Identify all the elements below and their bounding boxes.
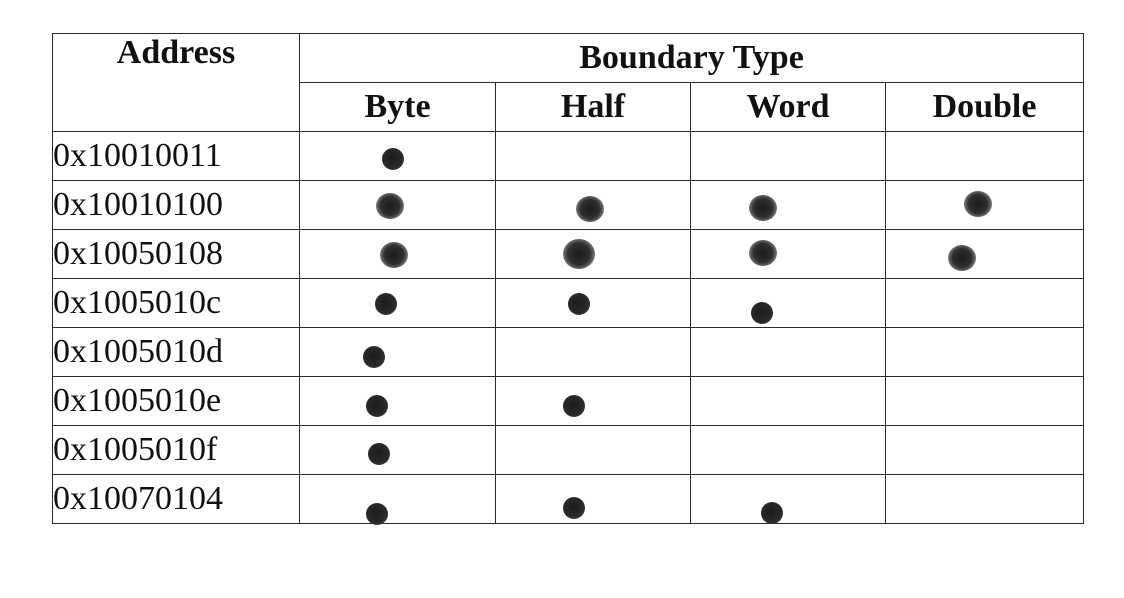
double-cell: [884, 180, 1085, 230]
column-header-word: Word: [690, 82, 886, 132]
double-cell: [884, 376, 1085, 426]
boundary-table: Address Boundary Type Byte Half Word Dou…: [52, 33, 1085, 525]
mark-dot: [363, 346, 385, 368]
word-cell: [690, 229, 886, 279]
double-cell: [884, 131, 1085, 181]
mark-dot: [366, 395, 388, 417]
mark-dot: [563, 497, 585, 519]
half-cell: [495, 425, 691, 475]
table-row: 0x10070104: [52, 474, 1085, 525]
mark-dot: [749, 195, 777, 221]
word-cell: [690, 474, 886, 524]
byte-cell: [299, 278, 496, 328]
word-cell: [690, 425, 886, 475]
word-cell: [690, 327, 886, 377]
table-row: 0x10010011: [52, 131, 1085, 181]
address-cell: 0x10010100: [52, 180, 300, 230]
address-cell: 0x10010011: [52, 131, 300, 181]
half-cell: [495, 327, 691, 377]
mark-dot: [376, 193, 404, 219]
table-row: 0x1005010f: [52, 425, 1085, 475]
address-cell: 0x1005010e: [52, 376, 300, 426]
address-cell: 0x10050108: [52, 229, 300, 279]
byte-cell: [299, 180, 496, 230]
mark-dot: [576, 196, 604, 222]
boundary-type-header: Boundary Type: [298, 33, 1085, 83]
byte-cell: [299, 474, 496, 525]
table-row: 0x1005010c: [52, 278, 1085, 328]
table-row: 0x1005010e: [52, 376, 1085, 426]
mark-dot: [366, 503, 388, 525]
word-cell: [690, 131, 886, 181]
byte-cell: [299, 229, 496, 279]
address-header: Address: [52, 33, 300, 132]
mark-dot: [382, 148, 404, 170]
half-cell: [495, 180, 691, 230]
address-cell: 0x1005010d: [52, 327, 300, 377]
double-cell: [884, 327, 1085, 377]
address-cell: 0x1005010c: [52, 278, 300, 328]
word-cell: [690, 278, 886, 328]
byte-cell: [299, 327, 496, 377]
word-cell: [690, 376, 886, 426]
column-header-byte: Byte: [299, 82, 496, 132]
mark-dot: [368, 443, 390, 465]
mark-dot: [948, 245, 976, 271]
half-cell: [495, 229, 691, 279]
word-cell: [690, 180, 886, 230]
mark-dot: [563, 239, 595, 269]
table-row: 0x10050108: [52, 229, 1085, 279]
column-header-double: Double: [884, 82, 1085, 132]
table-row: 0x10010100: [52, 180, 1085, 230]
double-cell: [884, 278, 1085, 328]
half-cell: [495, 278, 691, 328]
mark-dot: [563, 395, 585, 417]
double-cell: [884, 474, 1085, 524]
double-cell: [884, 425, 1085, 475]
byte-cell: [299, 376, 496, 426]
half-cell: [495, 376, 691, 426]
double-cell: [884, 229, 1085, 279]
column-header-half: Half: [495, 82, 691, 132]
mark-dot: [568, 293, 590, 315]
mark-dot: [749, 240, 777, 266]
half-cell: [495, 131, 691, 181]
mark-dot: [380, 242, 408, 268]
mark-dot: [751, 302, 773, 324]
byte-cell: [299, 425, 496, 475]
half-cell: [495, 474, 691, 524]
address-cell: 0x10070104: [52, 474, 300, 524]
byte-cell: [299, 131, 496, 181]
address-cell: 0x1005010f: [52, 425, 300, 475]
mark-dot: [964, 191, 992, 217]
mark-dot: [375, 293, 397, 315]
mark-dot: [761, 502, 783, 524]
table-row: 0x1005010d: [52, 327, 1085, 377]
